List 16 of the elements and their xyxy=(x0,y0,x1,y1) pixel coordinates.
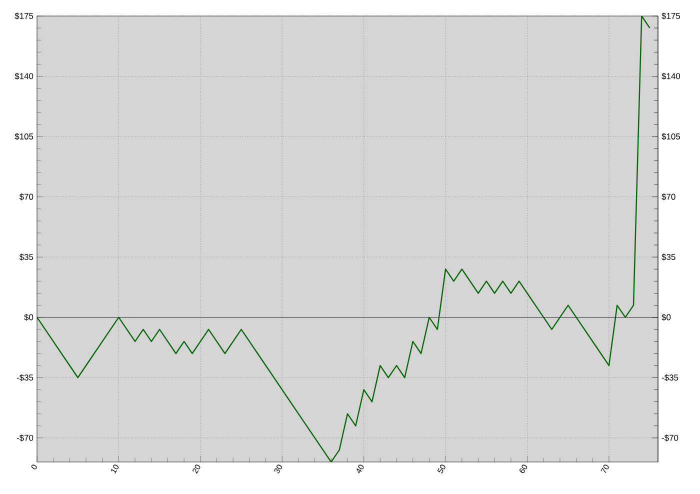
text: -$70 xyxy=(16,434,34,442)
text: $105 xyxy=(14,133,34,140)
y-tick-label: $105 xyxy=(662,133,680,140)
y-tick-label: $70 xyxy=(662,193,676,200)
text: $175 xyxy=(14,12,34,20)
y-tick-label: $35 xyxy=(662,254,676,261)
y-tick-label: -$70 xyxy=(662,434,678,442)
text: -$35 xyxy=(16,374,34,382)
y-tick-label: $175 xyxy=(662,12,680,20)
text: $140 xyxy=(14,72,34,80)
y-tick-label: $0 xyxy=(662,314,671,321)
y-tick-label: $140 xyxy=(662,72,680,80)
text: $0 xyxy=(24,314,34,321)
text: $35 xyxy=(19,254,34,261)
text: $70 xyxy=(19,193,34,200)
y-tick-label: -$35 xyxy=(662,374,678,382)
